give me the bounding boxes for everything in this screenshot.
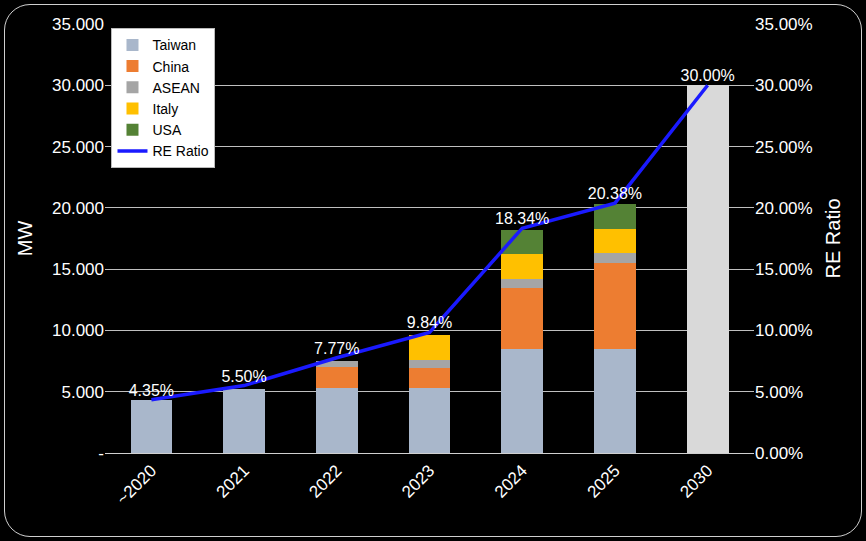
svg-text:20.00%: 20.00% [755, 199, 813, 218]
svg-text:RE Ratio: RE Ratio [152, 143, 208, 159]
svg-text:-: - [98, 444, 104, 463]
svg-text:2025: 2025 [584, 461, 624, 501]
svg-text:5.00%: 5.00% [755, 383, 803, 402]
svg-text:15.00%: 15.00% [755, 260, 813, 279]
svg-text:China: China [152, 59, 189, 75]
svg-text:4.35%: 4.35% [129, 382, 174, 399]
svg-text:2024: 2024 [491, 461, 531, 501]
svg-text:20.38%: 20.38% [588, 185, 642, 202]
svg-text:5.50%: 5.50% [221, 368, 266, 385]
svg-text:18.34%: 18.34% [495, 210, 549, 227]
svg-text:RE Ratio: RE Ratio [822, 198, 844, 278]
svg-text:10.00%: 10.00% [755, 321, 813, 340]
svg-text:MW: MW [14, 221, 36, 257]
svg-text:25.000: 25.000 [52, 138, 104, 157]
svg-text:5.000: 5.000 [61, 383, 104, 402]
svg-text:2023: 2023 [398, 461, 438, 501]
svg-text:7.77%: 7.77% [314, 340, 359, 357]
svg-text:Taiwan: Taiwan [152, 37, 196, 53]
svg-text:2021: 2021 [213, 461, 253, 501]
svg-text:20.000: 20.000 [52, 199, 104, 218]
svg-text:2030: 2030 [676, 461, 716, 501]
svg-text:15.000: 15.000 [52, 260, 104, 279]
svg-text:10.000: 10.000 [52, 321, 104, 340]
svg-text:30.000: 30.000 [52, 76, 104, 95]
svg-text:USA: USA [152, 122, 181, 138]
svg-text:9.84%: 9.84% [407, 314, 452, 331]
svg-text:Italy: Italy [152, 101, 178, 117]
svg-text:25.00%: 25.00% [755, 138, 813, 157]
svg-text:2022: 2022 [305, 461, 345, 501]
svg-text:ASEAN: ASEAN [152, 80, 199, 96]
svg-text:~2020: ~2020 [113, 461, 160, 508]
svg-text:35.00%: 35.00% [755, 15, 813, 34]
svg-text:30.00%: 30.00% [755, 76, 813, 95]
svg-text:0.00%: 0.00% [755, 444, 803, 463]
svg-text:35.000: 35.000 [52, 15, 104, 34]
svg-text:30.00%: 30.00% [681, 67, 735, 84]
